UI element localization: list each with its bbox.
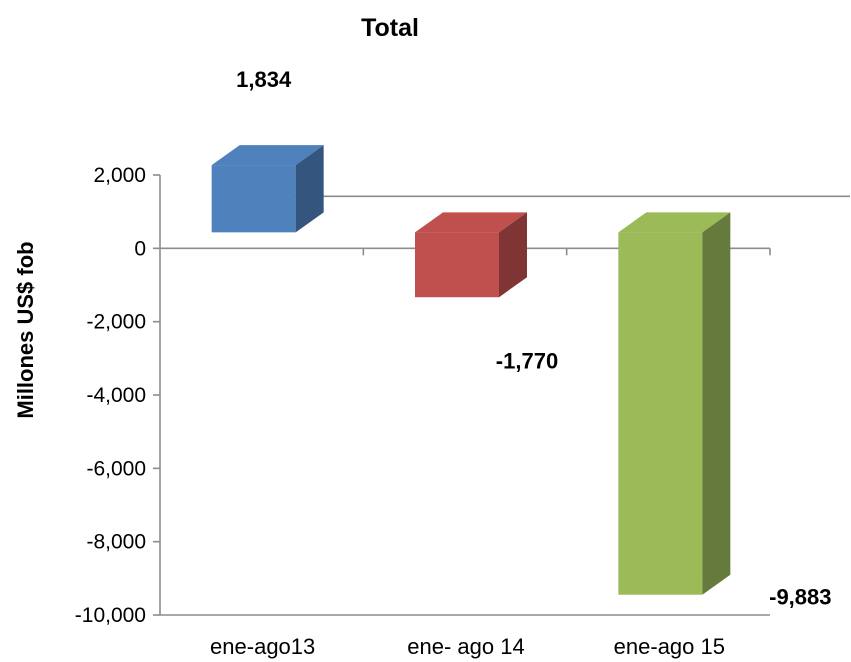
data-label: -9,883 bbox=[769, 585, 831, 610]
y-tick-label: -2,000 bbox=[86, 311, 146, 334]
bar bbox=[211, 145, 324, 233]
bar-front bbox=[618, 232, 703, 595]
bar-side bbox=[295, 145, 324, 233]
bar-top bbox=[415, 212, 527, 233]
y-tick-label: -6,000 bbox=[86, 457, 146, 480]
data-label: -1,770 bbox=[496, 348, 558, 373]
axes: 2,000 0 -2,000 -4,000 -6,000 -8,000 -10,000 bbox=[75, 164, 771, 627]
category-label: ene-ago13 bbox=[210, 634, 315, 659]
bar-side bbox=[499, 212, 527, 298]
y-tick-label: 2,000 bbox=[93, 164, 146, 187]
bar bbox=[618, 212, 731, 595]
bar bbox=[415, 212, 527, 298]
chart-title: Total bbox=[361, 14, 419, 42]
bar-side bbox=[702, 212, 731, 595]
labels: ene-ago13 ene- ago 14 ene-ago 15 1,834 -1,77… bbox=[210, 67, 831, 659]
bars bbox=[211, 145, 731, 595]
y-tick-label: 0 bbox=[134, 237, 146, 260]
category-label: ene- ago 14 bbox=[407, 634, 524, 659]
bar-top bbox=[618, 212, 731, 233]
bar-top bbox=[211, 145, 324, 166]
category-label: ene-ago 15 bbox=[614, 634, 725, 659]
y-axis-label: Millones US$ fob bbox=[13, 241, 38, 418]
data-label: 1,834 bbox=[236, 67, 292, 92]
y-tick-label: -4,000 bbox=[86, 384, 146, 407]
y-tick-label: -10,000 bbox=[75, 604, 146, 627]
bar-front bbox=[415, 232, 499, 298]
bar-front bbox=[211, 165, 296, 233]
y-tick-label: -8,000 bbox=[86, 531, 146, 554]
